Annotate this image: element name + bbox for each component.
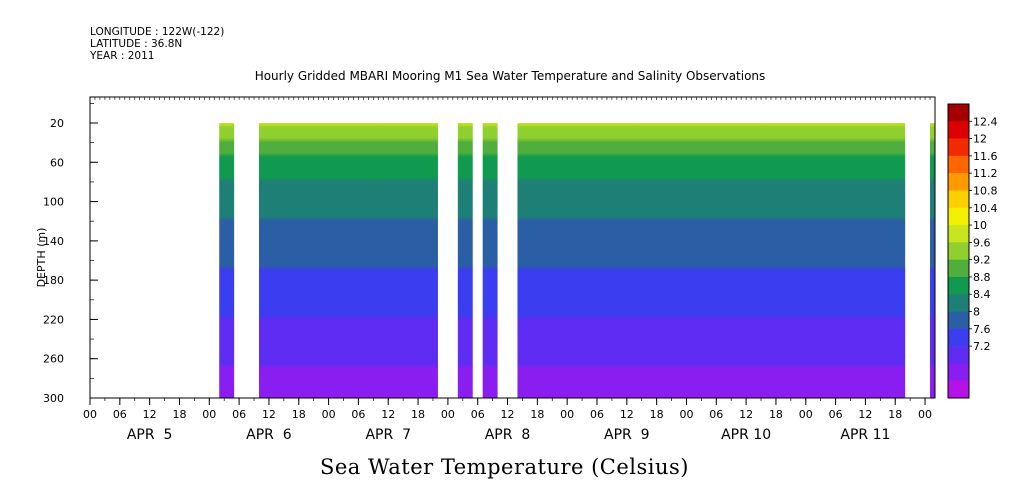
y-tick-label: 300 <box>43 392 64 405</box>
colorbar-cell <box>948 259 969 278</box>
x-tick-label: 12 <box>381 408 395 421</box>
colorbar-cell <box>948 363 969 382</box>
x-tick-label: 06 <box>709 408 723 421</box>
x-tick-label: 12 <box>262 408 276 421</box>
colorbar-cell <box>948 346 969 364</box>
colorbar-cell <box>948 311 969 330</box>
data-segment <box>517 123 906 398</box>
colorbar-label: 7.6 <box>973 323 991 336</box>
x-tick-label: 00 <box>918 408 932 421</box>
x-tick-label: 06 <box>232 408 246 421</box>
x-tick-label: 06 <box>113 408 127 421</box>
data-segment <box>219 123 235 398</box>
y-tick-label: 180 <box>43 274 64 287</box>
x-tick-label: 00 <box>441 408 455 421</box>
x-tick-label: 12 <box>620 408 634 421</box>
colorbar-label: 10 <box>973 219 987 232</box>
chart-title: Hourly Gridded MBARI Mooring M1 Sea Wate… <box>254 69 766 83</box>
x-day-label: APR 7 <box>365 427 411 443</box>
x-tick-label: 00 <box>799 408 813 421</box>
colorbar-cell <box>948 173 969 191</box>
x-tick-label: 18 <box>292 408 306 421</box>
x-tick-label: 00 <box>322 408 336 421</box>
data-segment <box>259 123 438 398</box>
x-tick-label: 06 <box>471 408 485 421</box>
footer-label: Sea Water Temperature (Celsius) <box>319 455 689 479</box>
x-tick-label: 06 <box>829 408 843 421</box>
x-day-label: APR 5 <box>127 427 173 443</box>
colorbar-cell <box>948 276 969 295</box>
colorbar-label: 9.2 <box>973 254 991 267</box>
colorbar-cell <box>948 138 969 157</box>
data-segment <box>482 123 498 398</box>
x-tick-label: 12 <box>858 408 872 421</box>
y-axis-label: DEPTH (m) <box>35 228 48 288</box>
x-tick-label: 00 <box>83 408 97 421</box>
colorbar-label: 9.6 <box>973 236 991 249</box>
x-tick-label: 18 <box>888 408 902 421</box>
x-tick-label: 12 <box>739 408 753 421</box>
colorbar-cell <box>948 242 969 260</box>
x-tick-label: 06 <box>590 408 604 421</box>
x-tick-label: 18 <box>172 408 186 421</box>
x-day-label: APR 11 <box>840 427 890 443</box>
colorbar-label: 11.2 <box>973 167 998 180</box>
colorbar-label: 7.2 <box>973 340 991 353</box>
colorbar-label: 8.4 <box>973 288 991 301</box>
y-tick-label: 220 <box>43 313 64 326</box>
colorbar-label: 10.4 <box>973 202 998 215</box>
y-tick-label: 100 <box>43 196 64 209</box>
data-segment <box>457 123 473 398</box>
colorbar-cell <box>948 121 969 139</box>
x-tick-label: 18 <box>650 408 664 421</box>
x-tick-label: 18 <box>530 408 544 421</box>
year-label: YEAR : 2011 <box>90 50 155 62</box>
y-tick-label: 140 <box>43 235 64 248</box>
y-tick-label: 20 <box>50 117 64 130</box>
x-tick-label: 00 <box>560 408 574 421</box>
colorbar-cell <box>948 104 969 122</box>
x-day-label: APR 10 <box>721 427 771 443</box>
colorbar-cell <box>948 190 969 209</box>
colorbar-cell <box>948 155 969 174</box>
colorbar-cell <box>948 328 969 347</box>
x-tick-label: 00 <box>679 408 693 421</box>
colorbar-label: 12.4 <box>973 115 998 128</box>
colorbar-cell <box>948 225 969 243</box>
x-tick-label: 00 <box>202 408 216 421</box>
y-tick-label: 60 <box>50 156 64 169</box>
longitude-label: LONGITUDE : 122W(-122) <box>90 26 225 38</box>
y-tick-label: 260 <box>43 353 64 366</box>
colorbar-cell <box>948 380 969 399</box>
data-segment <box>930 123 935 398</box>
colorbar-label: 10.8 <box>973 184 998 197</box>
x-tick-label: 18 <box>769 408 783 421</box>
x-day-label: APR 6 <box>246 427 292 443</box>
x-tick-label: 06 <box>351 408 365 421</box>
colorbar-frame <box>947 103 970 399</box>
x-tick-label: 18 <box>411 408 425 421</box>
x-tick-label: 12 <box>143 408 157 421</box>
colorbar-label: 8 <box>973 306 980 319</box>
colorbar-label: 12 <box>973 133 987 146</box>
x-day-label: APR 9 <box>604 427 650 443</box>
x-tick-label: 12 <box>501 408 515 421</box>
colorbar-label: 8.8 <box>973 271 991 284</box>
x-day-label: APR 8 <box>485 427 531 443</box>
colorbar-label: 11.6 <box>973 150 998 163</box>
colorbar-cell <box>948 207 969 226</box>
latitude-label: LATITUDE : 36.8N <box>90 38 183 50</box>
colorbar-cell <box>948 294 969 312</box>
